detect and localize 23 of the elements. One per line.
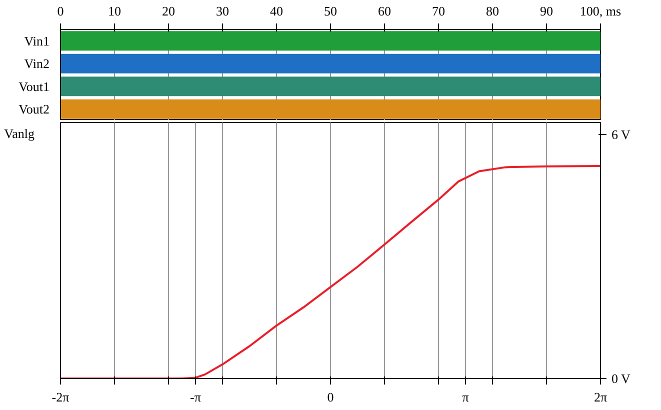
y-tick-label: Vin1 [24,33,50,48]
x-tick-label: 60 [378,4,391,18]
y-tick-label: 6 V [612,127,632,142]
x-tick-label: 0 [57,4,64,18]
x-tick-label: -2π [52,390,70,404]
x-tick-label: 80 [486,4,499,18]
x-tick-label: 0 [327,390,334,404]
y-tick-label: Vout2 [18,102,50,117]
x-tick-label: 50 [324,4,337,18]
x-tick-label: -π [190,390,202,404]
x-tick-label: 70 [432,4,445,18]
y-tick-label: Vin2 [24,56,50,72]
x-tick-label: 2π [594,390,608,404]
y-tick-label: 0 V [612,371,632,386]
y-tick-label: Vout1 [18,78,50,94]
x-tick-label: 40 [270,4,283,18]
x-tick-label: π [462,390,470,404]
x-tick-label: 100, ms [580,4,622,18]
x-tick-label: 20 [162,4,175,18]
y-axis-title: Vanlg [4,126,35,141]
x-tick-label: 30 [216,4,229,18]
x-tick-label: 90 [540,4,553,18]
x-tick-label: 10 [108,4,121,18]
